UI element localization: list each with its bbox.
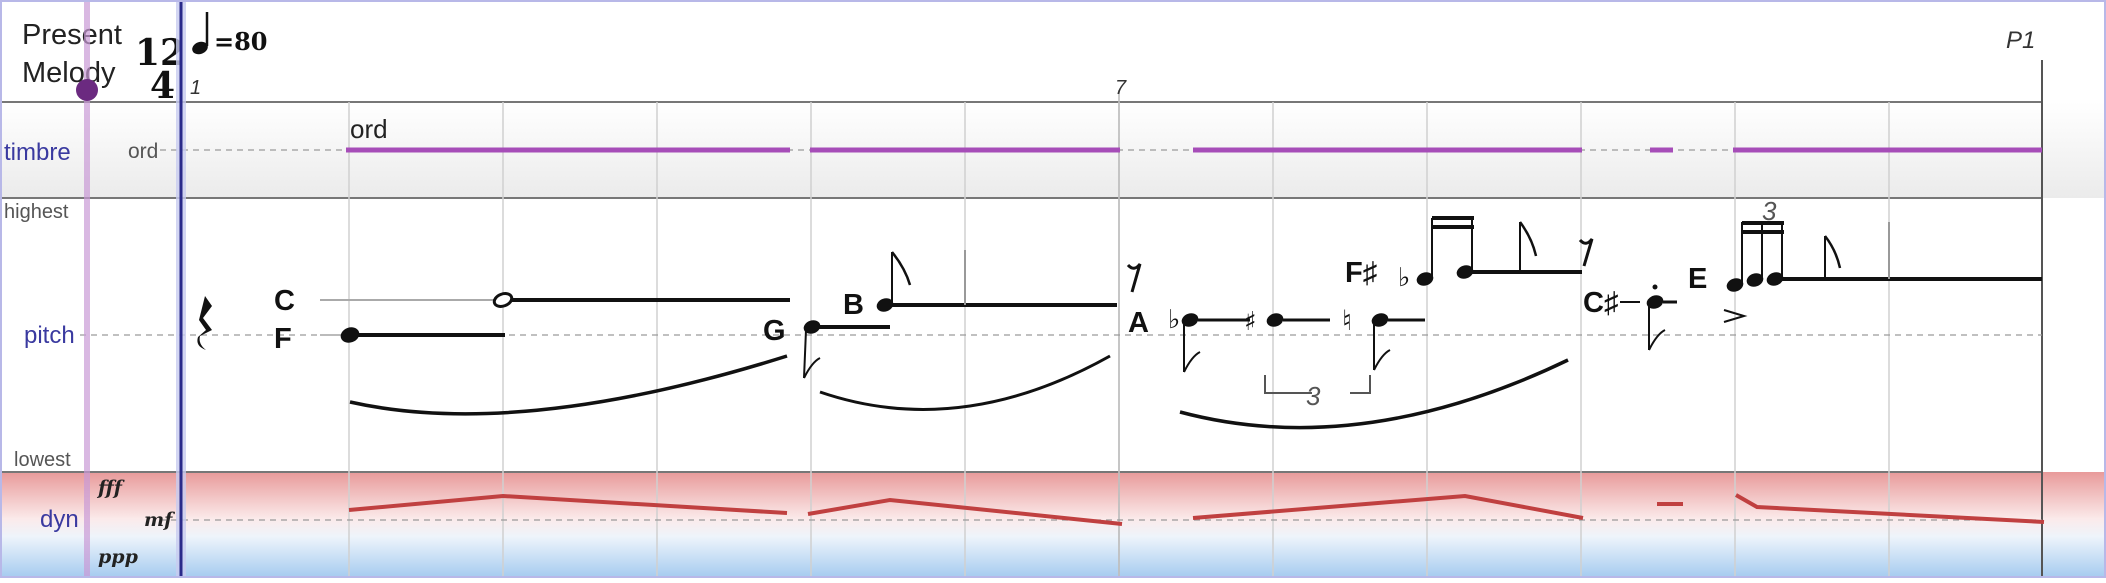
pitch-bottom-label: lowest [14,449,71,471]
natural-sign: ♮ [1342,304,1352,337]
triplet-number: 3 [1762,196,1777,226]
pitch-letter-c: C [274,285,295,317]
page-marker: P1 [2006,27,2035,54]
flat-sign: ♭ [1398,263,1410,293]
tempo-marking: =80 [214,27,268,56]
bar-number-1: 1 [190,77,201,99]
time-signature-bottom: 4 [150,65,175,107]
dyn-level-ppp: ppp [98,546,139,568]
dyn-level-mf: mf [144,509,175,531]
triplet-number: 3 [1306,381,1321,411]
playhead-handle[interactable] [76,79,98,101]
accent-mark [1724,310,1744,322]
flat-sign: ♭ [1168,305,1180,335]
track-label-timbre[interactable]: timbre [4,139,71,166]
timbre-marking: ord [350,114,388,144]
title-line-2: Melody [22,57,116,89]
quarter-rest-icon [197,296,212,350]
title-line-1: Present [22,19,122,51]
pitch-letter-c-sharp: C♯ [1583,287,1618,319]
pitch-letter-f: F [274,323,292,355]
pitch-letter-g: G [763,315,786,347]
pitch-letter-e: E [1688,263,1707,295]
phrase-slur [1180,360,1568,428]
bar-number-7: 7 [1115,77,1127,99]
sharp-sign: ♯ [1244,307,1257,337]
phrase-slur [350,356,787,414]
eighth-rest-icon [1580,239,1592,266]
note-head [492,291,513,308]
timbre-value-label: ord [128,140,158,163]
pitch-letter-b: B [843,289,864,321]
pitch-top-label: highest [4,201,69,223]
pitch-letter-a: A [1128,307,1149,339]
tempo-note-icon [190,12,209,56]
track-label-pitch[interactable]: pitch [24,322,75,349]
eighth-rest-icon [1128,264,1140,292]
track-label-dyn[interactable]: dyn [40,506,79,533]
pitch-letter-f-sharp: F♯ [1345,257,1377,289]
dyn-track-bg [2,472,2104,576]
note-head [1265,312,1284,329]
dyn-level-fff: fff [96,477,125,499]
